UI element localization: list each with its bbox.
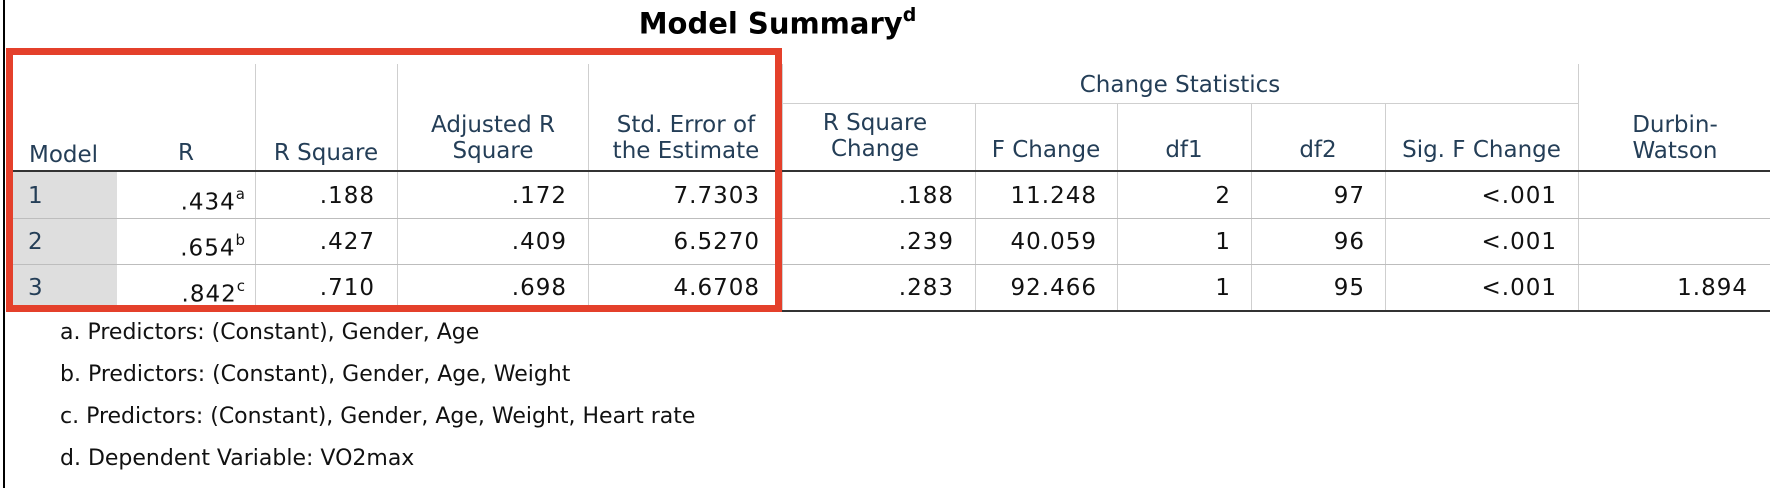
row-2-std-error: 6.5270 [673,229,760,255]
grid-line [1385,103,1386,312]
row-3-df1: 1 [1215,275,1231,301]
row-1-f-change: 11.248 [1010,183,1097,209]
grid-line [782,103,1578,104]
row-2-model: 2 [28,229,43,255]
row-2-sig-f-change: <.001 [1481,229,1557,255]
footnote-a: a. Predictors: (Constant), Gender, Age [60,320,480,345]
row-3-std-error: 4.6708 [673,275,760,301]
col-header-df1: df1 [1165,137,1203,163]
col-header-adjusted-r-square: Adjusted R Square [431,112,555,164]
row-1-df2: 97 [1333,183,1365,209]
col-header-durbin-watson: Durbin-Watson [1632,112,1718,164]
grid-line [1117,103,1118,312]
row-1-r-square-change: .188 [898,183,954,209]
grid-line [1578,64,1579,312]
row-3-df2: 95 [1333,275,1365,301]
row-1-r-square: .188 [319,183,375,209]
grid-line [782,64,783,312]
row-3-model: 3 [28,275,43,301]
col-header-sig-f-change: Sig. F Change [1402,137,1561,163]
row-3-r: .842c [181,277,245,308]
row-2-r-square: .427 [319,229,375,255]
row-divider [12,218,1770,219]
row-3-r-square: .710 [319,275,375,301]
group-header-change-statistics: Change Statistics [1079,72,1281,98]
col-header-std-error: Std. Error of the Estimate [612,112,760,164]
row-2-f-change: 40.059 [1010,229,1097,255]
header-divider [12,170,1770,172]
row-1-df1: 2 [1215,183,1231,209]
row-1-adjusted-r-square: .172 [511,183,567,209]
highlight-box [6,48,782,312]
col-header-r-square-change: R Square Change [822,110,928,162]
row-3-adjusted-r-square: .698 [511,275,567,301]
grid-line [255,64,256,312]
col-header-r: R [178,140,194,166]
col-header-model: Model [29,142,99,168]
row-3-sig-f-change: <.001 [1481,275,1557,301]
row-1-sig-f-change: <.001 [1481,183,1557,209]
row-1-std-error: 7.7303 [673,183,760,209]
grid-line [1251,103,1252,312]
row-3-f-change: 92.466 [1010,275,1097,301]
row-2-df2: 96 [1333,229,1365,255]
row-2-adjusted-r-square: .409 [511,229,567,255]
table-frame [3,0,1767,488]
row-3-r-square-change: .283 [898,275,954,301]
table-title: Model Summaryd [638,4,917,41]
grid-line [975,103,976,312]
model-column-shading [12,172,117,310]
footnote-c: c. Predictors: (Constant), Gender, Age, … [60,404,696,429]
row-2-r: .654b [180,231,245,262]
row-2-r-square-change: .239 [898,229,954,255]
col-header-f-change: F Change [991,137,1101,163]
row-1-model: 1 [28,183,43,209]
grid-line [397,64,398,312]
row-3-durbin-watson: 1.894 [1677,275,1748,301]
row-1-r: .434a [180,185,245,216]
col-header-r-square: R Square [273,140,379,166]
footnote-d: d. Dependent Variable: VO2max [60,446,415,471]
row-divider [12,264,1770,265]
col-header-df2: df2 [1299,137,1337,163]
table-bottom-border [12,310,1770,312]
grid-line [588,64,589,312]
footnote-b: b. Predictors: (Constant), Gender, Age, … [60,362,571,387]
row-2-df1: 1 [1215,229,1231,255]
